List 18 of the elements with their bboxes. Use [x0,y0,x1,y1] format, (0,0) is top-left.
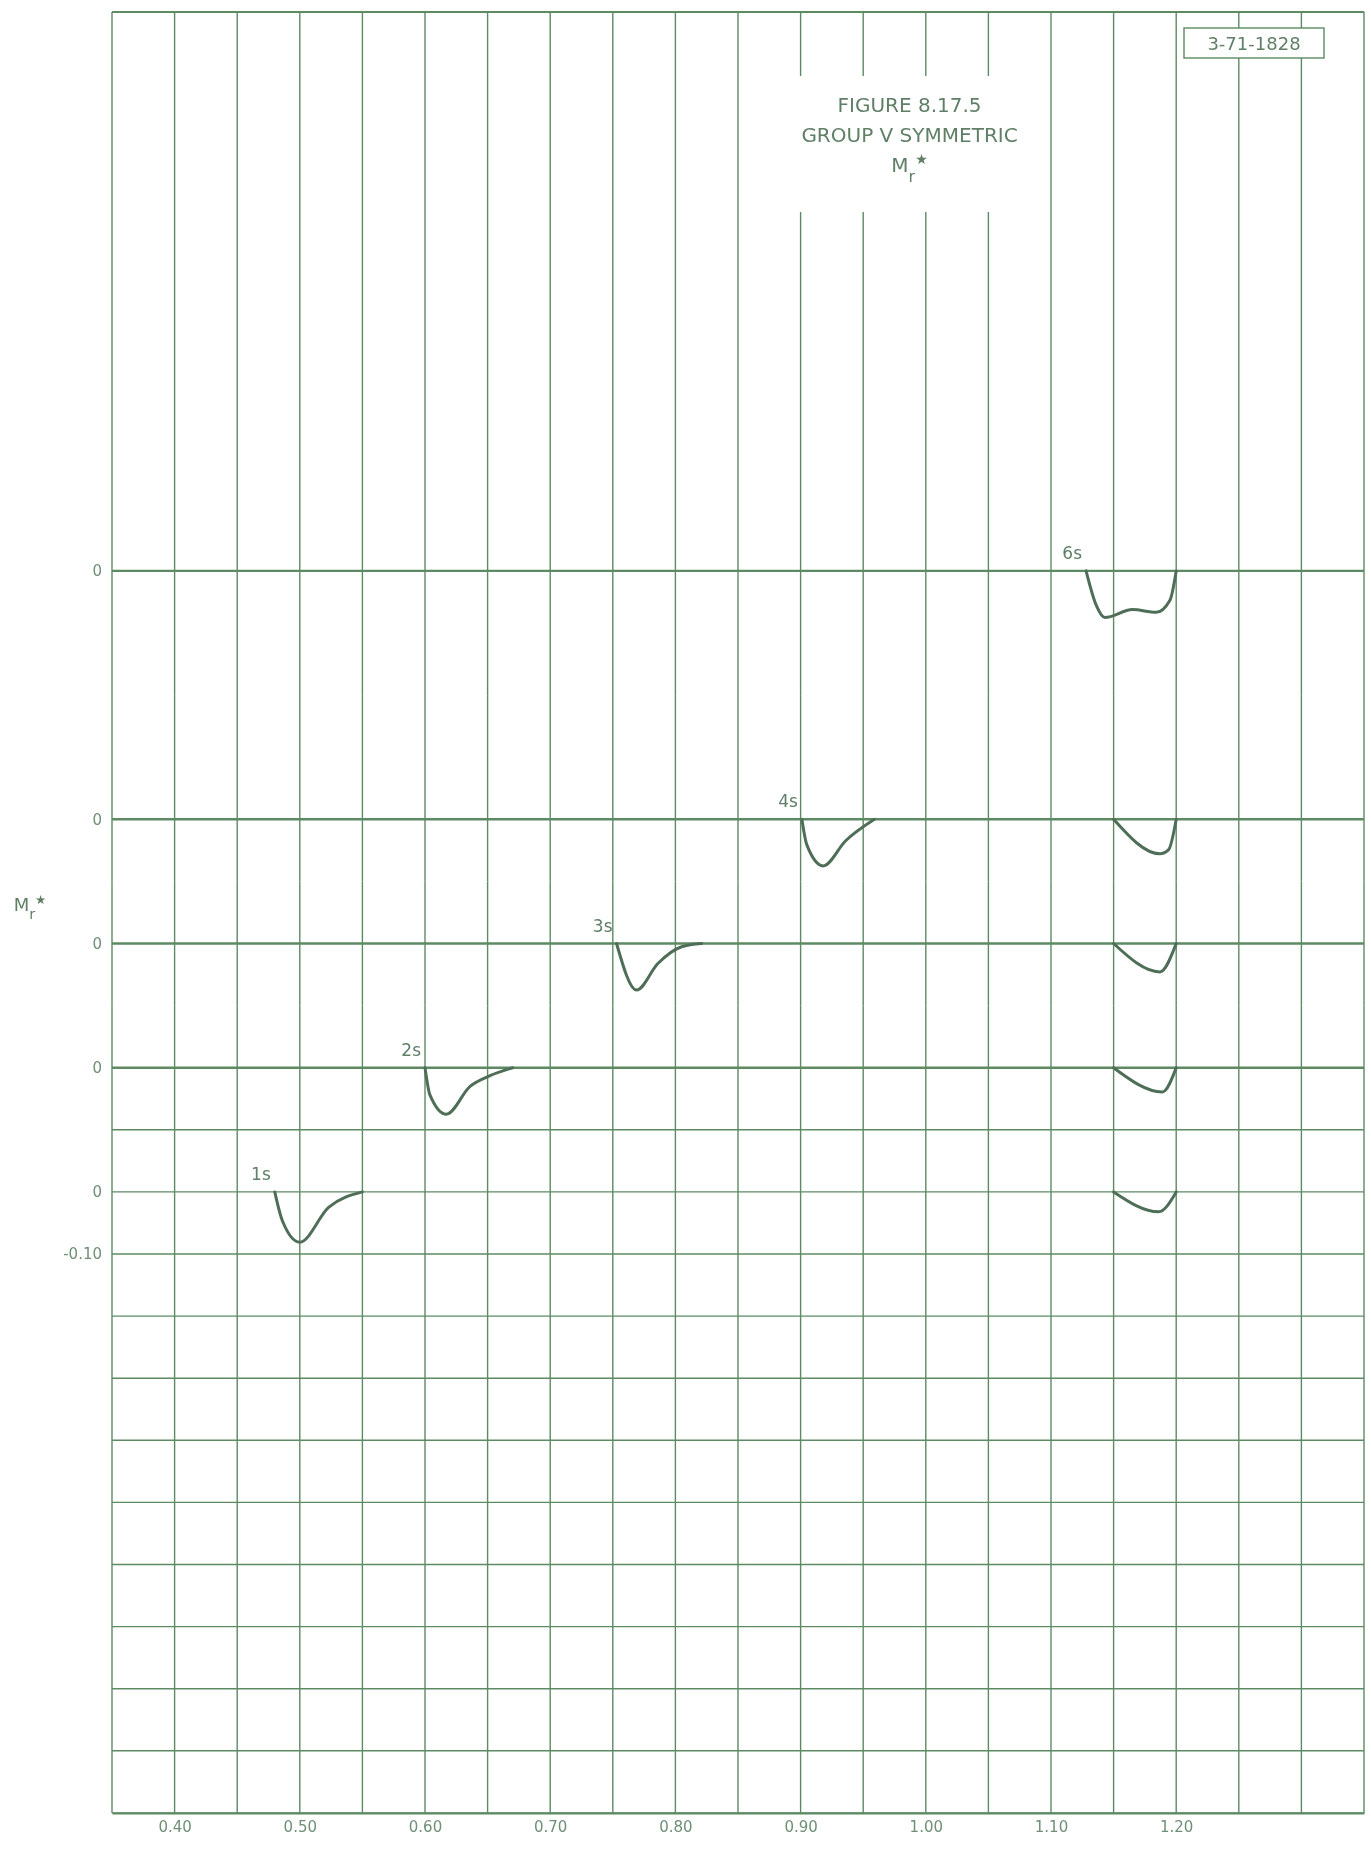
series-label: 1s [251,1163,271,1184]
x-tick-label: 0.80 [659,1817,693,1836]
x-tick-label: 0.70 [534,1817,568,1836]
line-series [273,1190,364,1244]
series-label: 2s [401,1039,422,1060]
chart-title: FIGURE 8.17.5 [837,93,982,117]
text: 3-71-1828 [1207,33,1301,54]
series-label: 3s [592,915,613,936]
series-label: 6s [1062,542,1083,563]
x-tick-label: 0.50 [283,1817,317,1836]
y-tick-label: -0.10 [63,1245,102,1264]
x-tick-label: 1.10 [1034,1817,1069,1836]
x-tick-label: 1.20 [1160,1817,1194,1836]
series-label: 4s [778,791,798,812]
x-tick-label: 0.40 [158,1817,192,1836]
x-tick-label: 0.60 [408,1817,443,1836]
x-tick-label: 1.00 [909,1817,943,1836]
x-tick-label: 0.90 [784,1817,818,1836]
